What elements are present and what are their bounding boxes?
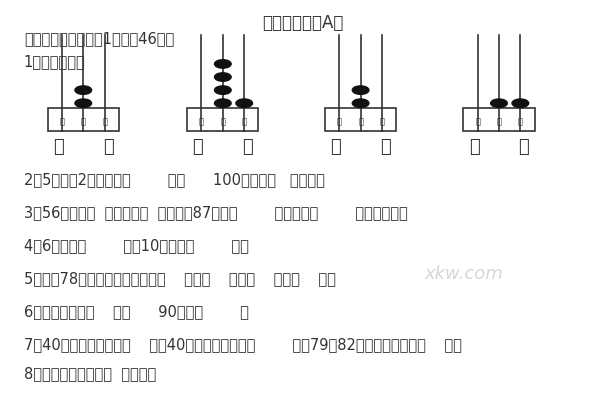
Text: ）: ） — [519, 138, 529, 156]
Text: 百: 百 — [59, 117, 64, 126]
FancyBboxPatch shape — [48, 108, 119, 130]
Text: 2、5个一和2个十组成（        ）。      100里面有（   ）个一。: 2、5个一和2个十组成（ ）。 100里面有（ ）个一。 — [24, 172, 325, 187]
FancyBboxPatch shape — [464, 108, 534, 130]
Text: 百: 百 — [199, 117, 204, 126]
Text: 1、看图写数。: 1、看图写数。 — [24, 54, 85, 69]
Text: 个: 个 — [379, 117, 384, 126]
Ellipse shape — [215, 86, 231, 94]
Text: 3、56里面有（  ）个十和（  ）个一。87是由（        ）个十和（        ）个一组成。: 3、56里面有（ ）个十和（ ）个一。87是由（ ）个十和（ ）个一组成。 — [24, 205, 408, 220]
Text: （: （ — [193, 138, 203, 156]
Text: 5、写出78后面连续的四个数：（    ）、（    ）、（    ）、（    ）。: 5、写出78后面连续的四个数：（ ）、（ ）、（ ）、（ ）。 — [24, 271, 336, 286]
Text: 一、填一填。（每空1分，共46分）: 一、填一填。（每空1分，共46分） — [24, 31, 174, 46]
Text: 十: 十 — [496, 117, 502, 126]
Ellipse shape — [75, 86, 92, 94]
Ellipse shape — [352, 86, 369, 94]
Ellipse shape — [215, 73, 231, 81]
Text: ）: ） — [103, 138, 113, 156]
Ellipse shape — [512, 99, 528, 107]
Text: 个: 个 — [102, 117, 107, 126]
Ellipse shape — [491, 99, 507, 107]
FancyBboxPatch shape — [325, 108, 396, 130]
Text: （: （ — [468, 138, 479, 156]
Ellipse shape — [236, 99, 253, 107]
Ellipse shape — [75, 99, 92, 107]
Text: 期中测试卷（A）: 期中测试卷（A） — [262, 13, 344, 31]
Text: xkw.com: xkw.com — [424, 264, 503, 283]
Ellipse shape — [215, 99, 231, 107]
Text: 个: 个 — [518, 117, 523, 126]
FancyBboxPatch shape — [187, 108, 258, 130]
Text: （: （ — [330, 138, 341, 156]
Ellipse shape — [215, 60, 231, 68]
Text: （: （ — [53, 138, 64, 156]
Ellipse shape — [352, 99, 369, 107]
Text: 百: 百 — [337, 117, 342, 126]
Text: 4、6个十是（        ），10个十是（        ）。: 4、6个十是（ ），10个十是（ ）。 — [24, 238, 248, 253]
Text: ）: ） — [380, 138, 391, 156]
Text: ）: ） — [242, 138, 253, 156]
Text: 十: 十 — [81, 117, 86, 126]
Text: 6、七十六写作（    ），      90读作（        ）: 6、七十六写作（ ）， 90读作（ ） — [24, 304, 248, 319]
Text: 个: 个 — [242, 117, 247, 126]
Text: 7、40前面的一个数是（    ），40后面的一个数是（        ）。79和82中间的一个数是（    ）。: 7、40前面的一个数是（ ），40后面的一个数是（ ）。79和82中间的一个数是… — [24, 337, 462, 352]
Text: 8、读数和写数都从（  ）位起。: 8、读数和写数都从（ ）位起。 — [24, 366, 156, 381]
Text: 十: 十 — [221, 117, 225, 126]
Text: 十: 十 — [358, 117, 363, 126]
Text: 百: 百 — [475, 117, 480, 126]
